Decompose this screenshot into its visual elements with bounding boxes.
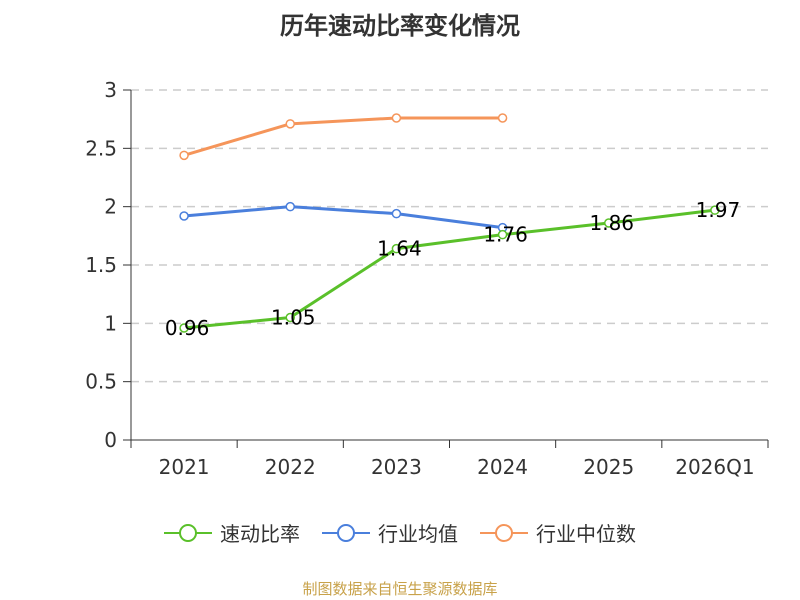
x-tick-label: 2021 — [159, 455, 210, 479]
legend-item-industry-mean[interactable]: 行业均值 — [322, 518, 458, 547]
source-note: 制图数据来自恒生聚源数据库 — [302, 580, 498, 598]
y-tick-label: 3 — [104, 78, 117, 102]
series-line-2 — [183, 116, 503, 157]
data-point — [285, 119, 295, 129]
data-label: 1.97 — [696, 198, 741, 222]
data-point — [391, 243, 402, 254]
data-label: 1.76 — [483, 223, 528, 247]
series-line-0 — [183, 208, 716, 330]
legend-label: 速动比率 — [220, 522, 300, 546]
data-point — [179, 150, 189, 161]
x-tick-label: 2022 — [265, 455, 316, 479]
data-labels: 0.96 1.05 1.64 1.76 1.86 1.97 — [165, 198, 740, 340]
axes: 0 0.5 1 1.5 2 2.5 3 2021 2022 2023 2024 2025 2026Q1 — [85, 78, 769, 479]
series-lines — [179, 113, 720, 333]
y-tick-label: 0.5 — [85, 370, 117, 394]
legend-item-industry-median[interactable]: 行业中位数 — [480, 518, 636, 547]
data-point — [179, 211, 189, 221]
legend-line-icon — [480, 523, 528, 542]
x-tick-label: 2023 — [371, 455, 422, 479]
legend-label: 行业中位数 — [536, 522, 636, 546]
data-point — [285, 201, 295, 212]
chart-title: 历年速动比率变化情况 — [280, 12, 520, 40]
data-label: 1.64 — [377, 237, 422, 261]
y-tick-label: 2 — [104, 195, 117, 219]
data-point — [391, 113, 402, 123]
legend: 速动比率 行业均值 行业中位数 — [0, 518, 800, 547]
legend-line-icon — [164, 523, 212, 542]
data-label: 1.05 — [271, 306, 316, 330]
x-tick-label: 2024 — [477, 455, 528, 479]
data-label: 1.86 — [589, 211, 634, 235]
y-tick-label: 0 — [104, 428, 117, 452]
data-point — [497, 113, 508, 123]
y-tick-label: 1 — [104, 311, 117, 335]
data-point — [179, 323, 189, 333]
legend-label: 行业均值 — [378, 522, 458, 546]
y-tick-label: 2.5 — [85, 136, 117, 160]
data-label: 0.96 — [165, 316, 210, 340]
y-tick-label: 1.5 — [85, 253, 117, 277]
data-point — [497, 229, 508, 240]
data-point — [285, 312, 295, 323]
legend-item-quick-ratio[interactable]: 速动比率 — [164, 518, 300, 547]
x-tick-label: 2025 — [583, 455, 634, 479]
data-point — [391, 208, 402, 219]
x-tick-label: 2026Q1 — [675, 455, 754, 479]
data-point — [604, 218, 614, 228]
legend-line-icon — [322, 523, 370, 542]
data-point — [710, 205, 720, 215]
series-line-1 — [183, 205, 503, 230]
grid-lines — [131, 89, 768, 383]
